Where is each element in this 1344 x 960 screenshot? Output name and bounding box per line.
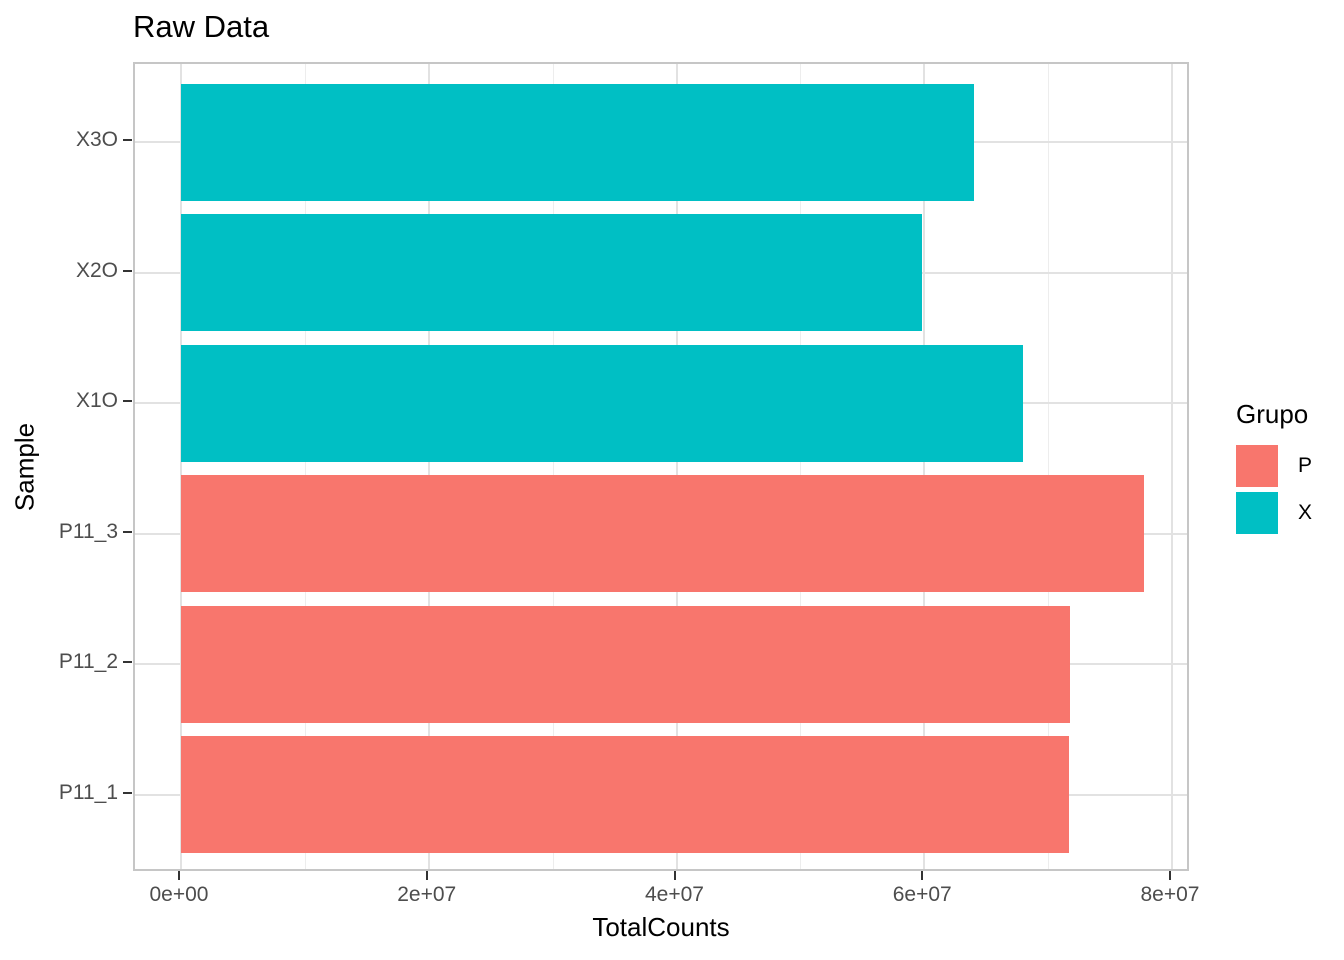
legend-key-swatch-P xyxy=(1236,445,1278,487)
y-axis-tick-mark xyxy=(123,139,132,142)
legend-entry-X: X xyxy=(1236,492,1312,534)
legend-entry-label: X xyxy=(1298,501,1313,524)
x-axis-tick-label: 6e+07 xyxy=(892,883,952,906)
bar-X3O xyxy=(181,83,974,201)
gridline-major-vertical xyxy=(180,64,182,869)
gridline-major-vertical xyxy=(675,64,678,869)
gridline-minor-vertical xyxy=(552,64,554,869)
x-axis-tick-label: 2e+07 xyxy=(397,883,457,906)
y-axis-title: Sample xyxy=(9,422,40,512)
bar-P11_1 xyxy=(181,735,1070,854)
x-axis-tick-mark xyxy=(1169,871,1171,880)
gridline-major-vertical xyxy=(427,64,430,869)
legend-entry-label: P xyxy=(1298,454,1313,477)
bar-X1O xyxy=(181,344,1024,462)
legend-key-swatch-X xyxy=(1236,492,1278,534)
bar-P11_3 xyxy=(181,475,1144,593)
y-axis-tick-mark xyxy=(123,530,132,533)
gridline-minor-vertical xyxy=(304,64,306,869)
x-axis-title: TotalCounts xyxy=(592,912,730,942)
x-axis-tick-mark xyxy=(425,871,428,880)
y-axis-tick-label: P11_2 xyxy=(58,650,118,674)
bar-X2O xyxy=(181,214,922,332)
gridline-minor-vertical xyxy=(1048,64,1050,869)
x-axis-tick-mark xyxy=(178,871,180,880)
x-axis-tick-mark xyxy=(921,871,924,880)
y-axis-tick-label: X3O xyxy=(75,128,118,152)
x-axis-tick-mark xyxy=(673,871,676,880)
x-axis-tick-label: 8e+07 xyxy=(1140,883,1200,906)
legend-entry-P: P xyxy=(1236,445,1312,487)
y-axis-tick-mark xyxy=(123,661,132,664)
gridline-major-vertical xyxy=(1171,64,1173,869)
plot-panel xyxy=(133,62,1189,871)
x-axis-tick-label: 0e+00 xyxy=(149,883,209,906)
bar-P11_2 xyxy=(181,605,1071,723)
y-axis-tick-label: X1O xyxy=(75,389,118,413)
chart-title: Raw Data xyxy=(133,9,270,44)
y-axis-tick-label: X2O xyxy=(75,258,118,282)
y-axis-tick-label: P11_1 xyxy=(58,780,118,804)
y-axis-tick-mark xyxy=(123,269,132,272)
gridline-minor-vertical xyxy=(800,64,802,869)
y-axis-tick-label: P11_3 xyxy=(58,519,118,543)
y-axis-tick-mark xyxy=(123,400,132,403)
y-axis-tick-mark xyxy=(123,791,132,794)
gridline-major-vertical xyxy=(923,64,926,869)
legend-title: Grupo xyxy=(1236,399,1309,429)
x-axis-tick-label: 4e+07 xyxy=(645,883,704,906)
